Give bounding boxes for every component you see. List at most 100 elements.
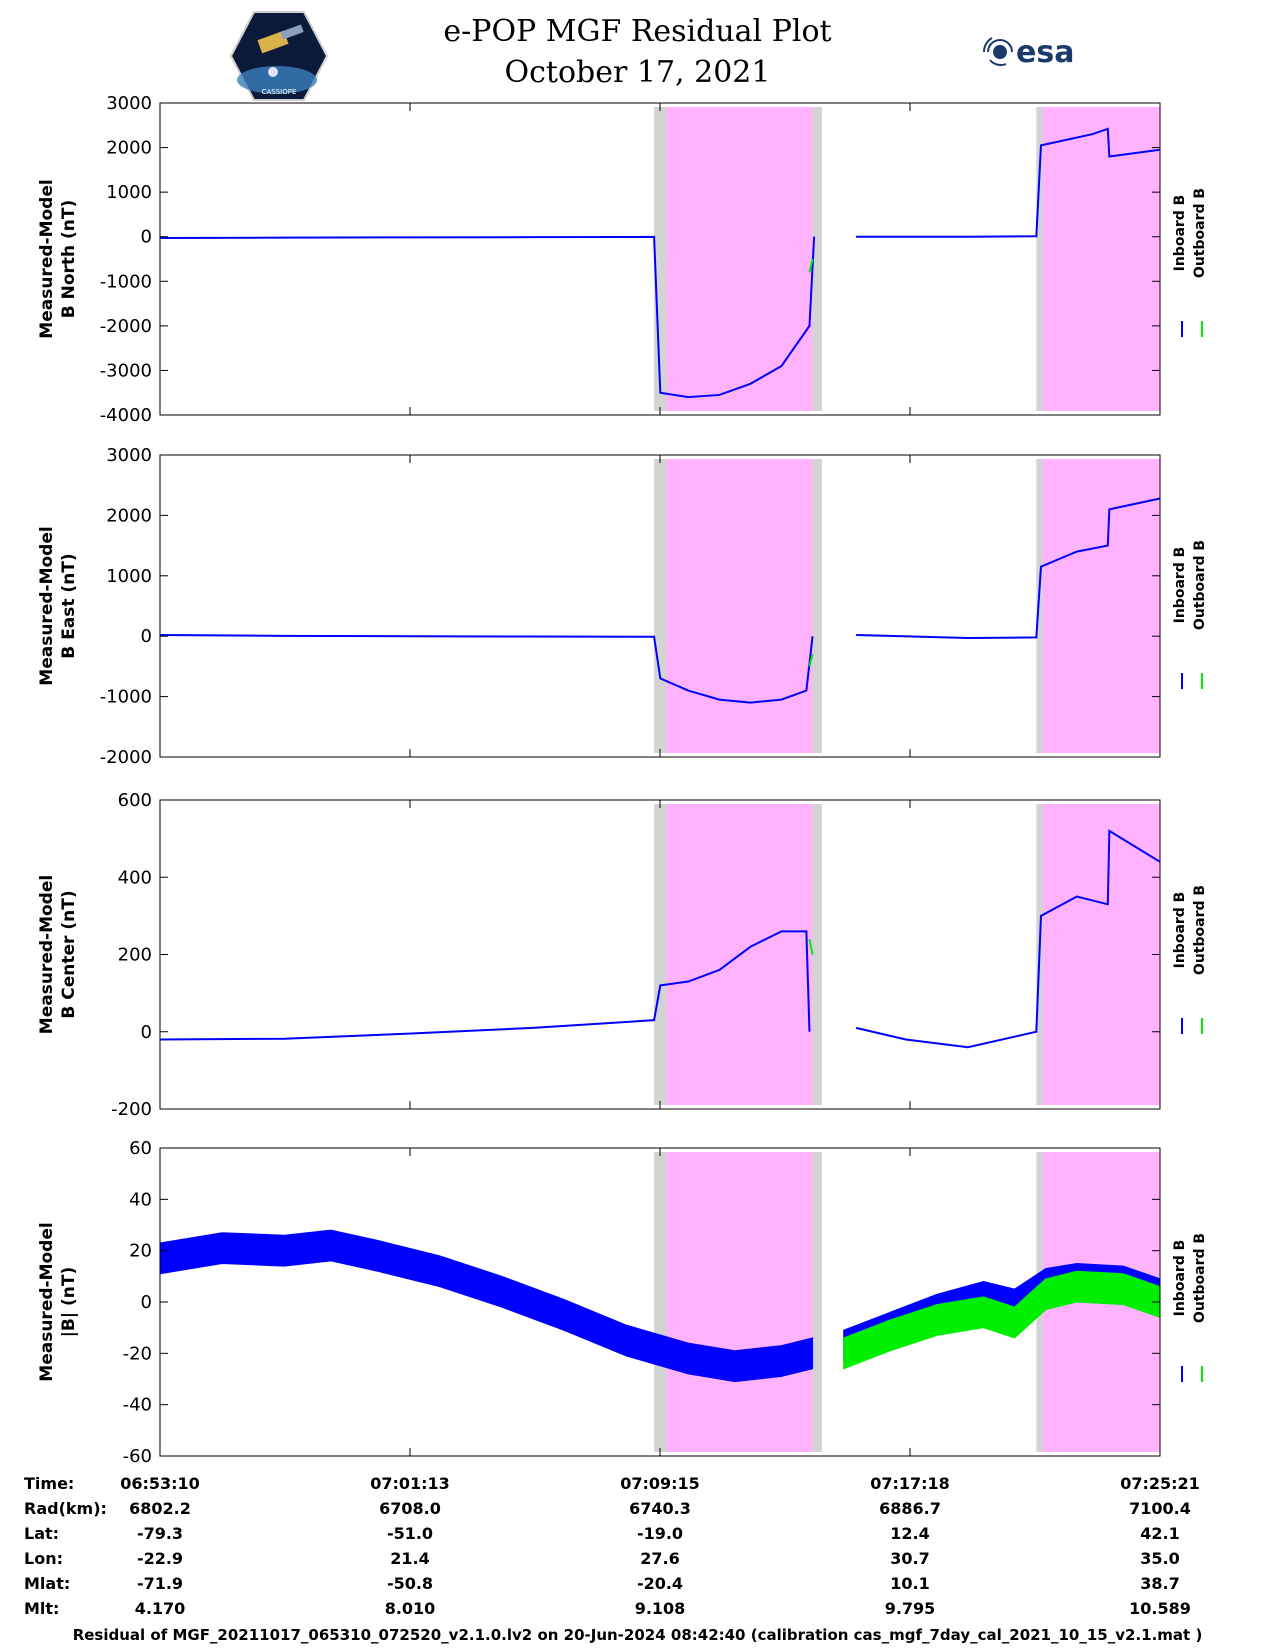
chart-panel-4: 60 40 20 0 -20 -40 -60 Measured-Model |B| (nT) In… xyxy=(37,1138,1208,1467)
legend-label: Outboard B xyxy=(1192,885,1208,975)
orbit-value: 38.7 xyxy=(1140,1574,1179,1593)
series-line-outboard-b xyxy=(808,258,814,273)
y-axis-label: Measured-Model xyxy=(37,1222,57,1381)
shaded-region xyxy=(654,804,667,1105)
shaded-region xyxy=(812,107,822,411)
y-axis-label: |B| (nT) xyxy=(59,1267,79,1338)
orbit-value: 27.6 xyxy=(640,1549,679,1568)
footer-caption: Residual of MGF_20211017_065310_072520_v… xyxy=(72,1626,1203,1644)
orbit-value: 35.0 xyxy=(1140,1549,1179,1568)
orbit-value: 6802.2 xyxy=(129,1499,191,1518)
shaded-region xyxy=(812,1152,822,1452)
y-tick-label: -2000 xyxy=(100,747,152,768)
y-tick-label: 3000 xyxy=(106,445,152,466)
orbit-value: 9.795 xyxy=(885,1599,936,1618)
y-tick-label: -1000 xyxy=(100,687,152,708)
y-axis-label: B East (nT) xyxy=(59,553,79,658)
cassiope-logo-text: CASSIOPE xyxy=(262,88,297,96)
shaded-region xyxy=(812,804,822,1105)
y-tick-label: -200 xyxy=(111,1099,152,1120)
shaded-region xyxy=(812,459,822,753)
legend-label: Inboard B xyxy=(1172,1240,1188,1317)
y-tick-label: 20 xyxy=(129,1241,152,1262)
orbit-value: -71.9 xyxy=(137,1574,183,1593)
shaded-region xyxy=(654,1152,667,1452)
orbit-value: -22.9 xyxy=(137,1549,183,1568)
shaded-region xyxy=(1042,459,1160,753)
plot-date: October 17, 2021 xyxy=(504,55,771,90)
shaded-region xyxy=(1036,107,1043,411)
y-tick-label: 3000 xyxy=(106,93,152,114)
y-tick-label: 0 xyxy=(141,1292,152,1313)
y-tick-label: 40 xyxy=(129,1189,152,1210)
orbit-value: -19.0 xyxy=(637,1524,683,1543)
orbit-value: 07:17:18 xyxy=(870,1474,950,1493)
series-line-inboard-b xyxy=(159,235,816,399)
orbit-value: -51.0 xyxy=(387,1524,433,1543)
y-tick-label: -20 xyxy=(123,1343,152,1364)
y-tick-label: 0 xyxy=(141,1022,152,1043)
y-tick-label: -1000 xyxy=(100,271,152,292)
chart-panel-1: 3000 2000 1000 0 -1000 -2000 -3000 -4000 Measure… xyxy=(37,93,1208,426)
legend-label: Outboard B xyxy=(1192,188,1208,278)
orbit-value: 21.4 xyxy=(390,1549,429,1568)
y-axis-label: Measured-Model xyxy=(37,526,57,685)
orbit-value: -50.8 xyxy=(387,1574,433,1593)
orbit-value: 07:25:21 xyxy=(1120,1474,1200,1493)
series-line-inboard-b xyxy=(159,930,811,1041)
chart-panel-3: 600 400 200 0 -200 Measured-Model B Center (nT… xyxy=(37,790,1208,1120)
series-line-inboard-b xyxy=(159,633,814,704)
orbit-value: 10.1 xyxy=(890,1574,929,1593)
y-tick-label: -4000 xyxy=(100,405,152,426)
shaded-region xyxy=(1042,107,1160,411)
orbit-row-label: Time: xyxy=(24,1474,74,1493)
orbit-value: 6886.7 xyxy=(879,1499,941,1518)
shaded-region xyxy=(1036,459,1043,753)
y-tick-label: 1000 xyxy=(106,182,152,203)
orbit-value: 12.4 xyxy=(890,1524,929,1543)
orbit-row-label: Lon: xyxy=(24,1549,63,1568)
y-tick-label: 400 xyxy=(118,867,152,888)
orbit-value: 8.010 xyxy=(385,1599,436,1618)
y-tick-label: 2000 xyxy=(106,505,152,526)
orbit-value: 07:09:15 xyxy=(620,1474,700,1493)
shaded-region xyxy=(666,107,813,411)
y-tick-label: -40 xyxy=(123,1395,152,1416)
shaded-region xyxy=(666,459,813,753)
y-tick-label: -60 xyxy=(123,1446,152,1467)
shaded-region xyxy=(654,459,667,753)
orbit-value: -79.3 xyxy=(137,1524,183,1543)
orbit-value: 10.589 xyxy=(1129,1599,1191,1618)
orbit-row-label: Mlt: xyxy=(24,1599,59,1618)
shaded-region xyxy=(666,1152,813,1452)
series-line-inboard-b xyxy=(855,829,1161,1049)
orbit-value: 30.7 xyxy=(890,1549,929,1568)
y-tick-label: 1000 xyxy=(106,566,152,587)
series-band-inboard-b xyxy=(159,1229,814,1383)
orbit-value: 42.1 xyxy=(1140,1524,1179,1543)
y-tick-label: -2000 xyxy=(100,316,152,337)
y-axis-label: Measured-Model xyxy=(37,875,57,1034)
esa-logo-icon: esa xyxy=(982,35,1074,70)
legend-label: Inboard B xyxy=(1172,195,1188,272)
y-tick-label: 600 xyxy=(118,790,152,811)
y-tick-label: 60 xyxy=(129,1138,152,1159)
orbit-value: 6708.0 xyxy=(379,1499,441,1518)
y-tick-label: 2000 xyxy=(106,138,152,159)
y-tick-label: 0 xyxy=(141,626,152,647)
legend-label: Inboard B xyxy=(1172,892,1188,969)
y-axis-label: Measured-Model xyxy=(37,179,57,338)
cassiope-logo-icon: CASSIOPE xyxy=(229,11,329,101)
orbit-value: -20.4 xyxy=(637,1574,683,1593)
series-line-inboard-b xyxy=(856,497,1161,640)
esa-logo-text: esa xyxy=(1016,35,1074,70)
y-axis-label: B Center (nT) xyxy=(59,890,79,1018)
orbit-row-label: Mlat: xyxy=(24,1574,70,1593)
page-title: e-POP MGF Residual Plot xyxy=(443,14,832,49)
orbit-row-label: Lat: xyxy=(24,1524,59,1543)
shaded-region xyxy=(1042,804,1160,1105)
series-line-outboard-b xyxy=(808,938,814,955)
legend-label: Inboard B xyxy=(1172,547,1188,624)
orbit-value: 9.108 xyxy=(635,1599,686,1618)
